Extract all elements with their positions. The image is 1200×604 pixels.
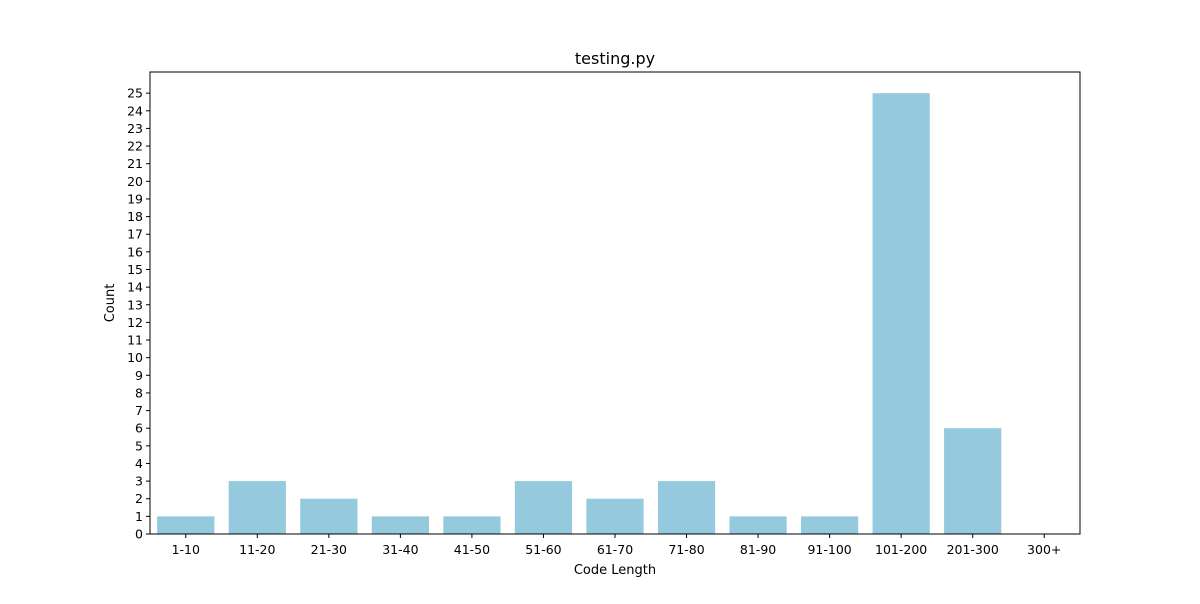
y-tick-label: 24 [127, 103, 143, 118]
ticks-layer: 1-10 11-20 21-30 31-40 41-50 51-60 61-70 71-80 8… [127, 86, 1061, 557]
x-axis-label: Code Length [574, 563, 656, 578]
y-tick-label: 20 [127, 174, 143, 189]
y-tick-label: 23 [127, 121, 143, 136]
bar-1-10 [157, 516, 215, 534]
x-tick-label: 21-30 [311, 542, 347, 557]
y-tick-label: 2 [135, 491, 143, 506]
y-tick-label: 21 [127, 156, 143, 171]
y-tick-label: 0 [135, 527, 143, 542]
bar-31-40 [371, 516, 429, 534]
y-tick-label: 8 [135, 385, 143, 400]
y-tick-label: 22 [127, 139, 143, 154]
y-tick-label: 17 [127, 227, 143, 242]
bar-101-200 [872, 93, 930, 534]
y-tick-label: 4 [135, 456, 143, 471]
bar-41-50 [443, 516, 501, 534]
x-tick-label: 1-10 [172, 542, 200, 557]
y-tick-label: 10 [127, 350, 143, 365]
bar-201-300 [944, 428, 1002, 534]
y-tick-label: 15 [127, 262, 143, 277]
y-tick-label: 6 [135, 421, 143, 436]
x-tick-label: 11-20 [239, 542, 275, 557]
x-tick-label: 300+ [1027, 542, 1061, 557]
y-tick-label: 7 [135, 403, 143, 418]
bar-11-20 [228, 481, 286, 534]
y-tick-label: 25 [127, 86, 143, 101]
y-tick-label: 14 [127, 280, 143, 295]
x-tick-label: 51-60 [525, 542, 561, 557]
y-axis-label: Count [103, 284, 118, 323]
bar-71-80 [657, 481, 716, 534]
x-tick-label: 91-100 [807, 542, 851, 557]
y-tick-label: 3 [135, 474, 143, 489]
x-tick-label: 31-40 [382, 542, 418, 557]
axes-layer [149, 71, 1081, 535]
bar-81-90 [729, 516, 787, 534]
x-tick-label: 101-200 [875, 542, 927, 557]
x-tick-label: 71-80 [668, 542, 704, 557]
bar-51-60 [514, 481, 573, 534]
y-tick-label: 1 [135, 509, 143, 524]
y-tick-label: 9 [135, 368, 143, 383]
y-tick-label: 11 [127, 333, 143, 348]
y-tick-label: 18 [127, 209, 143, 224]
bar-91-100 [801, 516, 859, 534]
y-tick-label: 13 [127, 297, 143, 312]
y-tick-label: 16 [127, 244, 143, 259]
x-tick-label: 81-90 [740, 542, 776, 557]
chart-title: testing.py [575, 49, 655, 68]
y-tick-label: 12 [127, 315, 143, 330]
plot-frame [149, 71, 1081, 535]
y-tick-label: 5 [135, 438, 143, 453]
bar-61-70 [586, 498, 644, 534]
bars-layer [157, 93, 1002, 534]
x-tick-label: 61-70 [597, 542, 633, 557]
x-tick-label: 41-50 [454, 542, 490, 557]
bar-21-30 [300, 498, 358, 534]
y-tick-label: 19 [127, 191, 143, 206]
x-tick-label: 201-300 [947, 542, 999, 557]
